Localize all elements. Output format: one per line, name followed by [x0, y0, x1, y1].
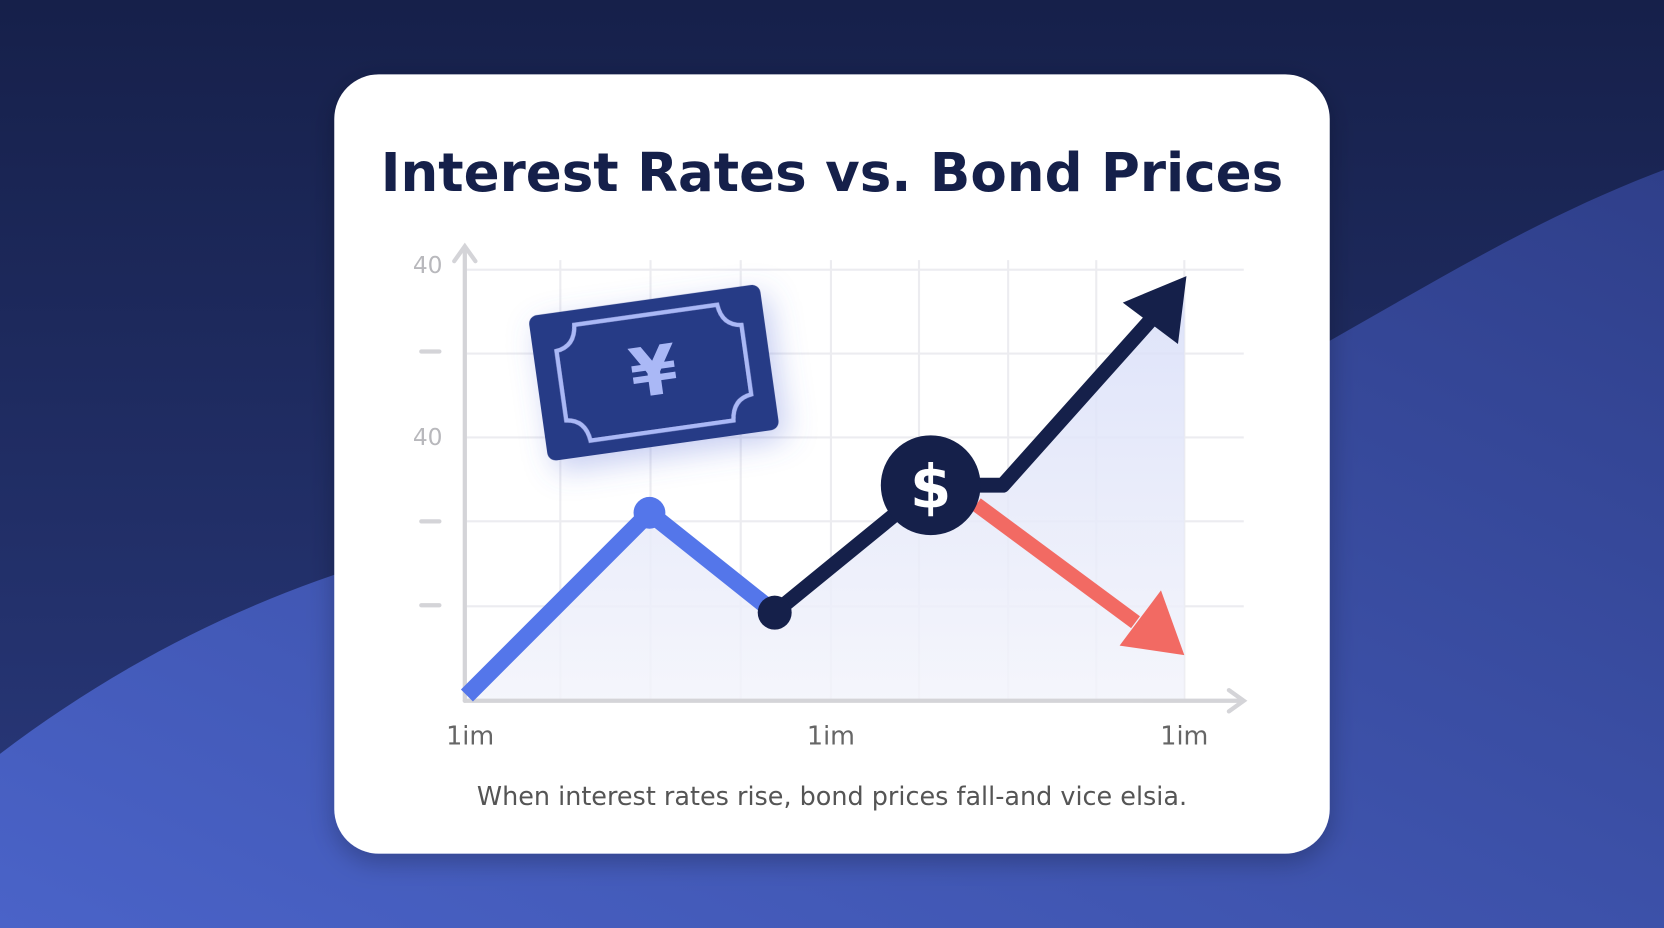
bond-line	[971, 498, 1140, 629]
x-axis-label: 1im	[1160, 721, 1208, 751]
title: Interest Rates vs. Bond Prices	[381, 142, 1284, 204]
caption: When interest rates rise, bond prices fa…	[477, 782, 1187, 812]
dollar-symbol: $	[910, 454, 951, 523]
axes	[419, 242, 1248, 714]
y-axis-label: 40	[413, 251, 443, 279]
yen-bill	[529, 284, 779, 461]
yen-symbol: ¥	[625, 330, 683, 415]
area-fill	[466, 286, 1185, 701]
bond-arrowhead	[1119, 590, 1185, 656]
dollar-badge	[880, 435, 981, 536]
y-axis-label: 40	[413, 423, 443, 451]
rise-arrowhead	[1122, 276, 1187, 345]
x-axis-label: 1im	[807, 721, 855, 751]
x-axis-label: 1im	[446, 721, 494, 751]
rate-point	[633, 496, 666, 529]
rise-point	[757, 595, 792, 630]
